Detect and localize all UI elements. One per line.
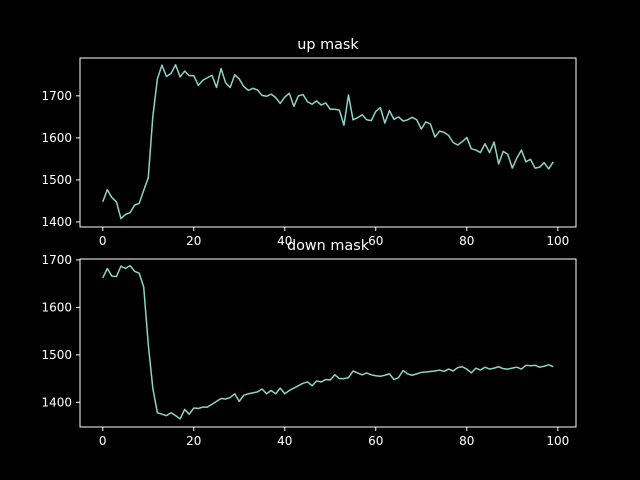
series-line bbox=[102, 264, 554, 420]
y-tick-label: 1500 bbox=[41, 173, 72, 187]
x-tick-label: 0 bbox=[99, 434, 107, 448]
x-tick-label: 40 bbox=[277, 434, 292, 448]
plot-frame bbox=[79, 57, 577, 228]
x-tick-label: 0 bbox=[99, 234, 107, 248]
y-tick-label: 1600 bbox=[41, 131, 72, 145]
x-tick-label: 100 bbox=[546, 234, 569, 248]
x-tick-label: 80 bbox=[459, 434, 474, 448]
x-tick-label: 60 bbox=[368, 434, 383, 448]
series-line bbox=[102, 63, 554, 220]
y-tick-label: 1400 bbox=[41, 215, 72, 229]
chart-down-mask: 0 20 40 60 80 100 1400 1500 1600 1700 down mask bbox=[41, 238, 577, 448]
y-tick-label: 1400 bbox=[41, 395, 72, 409]
x-tick-label: 20 bbox=[186, 234, 201, 248]
x-tick-label: 80 bbox=[459, 234, 474, 248]
y-tick-label: 1500 bbox=[41, 348, 72, 362]
chart-title: down mask bbox=[287, 238, 370, 254]
y-tick-label: 1700 bbox=[41, 253, 72, 267]
chart-up-mask: 0 20 40 60 80 100 1400 1500 1600 1700 up mask bbox=[41, 37, 577, 248]
plot-frame bbox=[79, 258, 577, 428]
y-tick-label: 1600 bbox=[41, 300, 72, 314]
x-tick-label: 40 bbox=[277, 234, 292, 248]
x-tick-label: 60 bbox=[368, 234, 383, 248]
y-tick-label: 1700 bbox=[41, 89, 72, 103]
x-tick-label: 100 bbox=[546, 434, 569, 448]
x-tick-label: 20 bbox=[186, 434, 201, 448]
chart-title: up mask bbox=[297, 37, 359, 53]
